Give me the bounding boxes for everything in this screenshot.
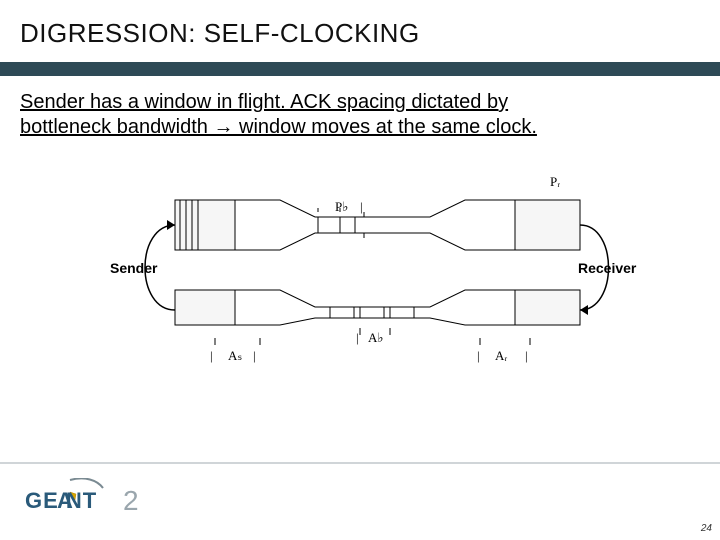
title-rule	[0, 62, 720, 76]
diagram-svg	[120, 170, 620, 400]
bracket-bar-ar2: |	[525, 348, 528, 364]
label-as: Aₛ	[228, 348, 242, 364]
footer-rule	[0, 462, 720, 464]
bracket-bar-ar: |	[477, 348, 480, 364]
body-text: Sender has a window in flight. ACK spaci…	[20, 90, 700, 140]
sender-label: Sender	[110, 260, 157, 276]
label-pb: P♭	[335, 199, 348, 215]
body-line-2: bottleneck bandwidth → window moves at t…	[20, 116, 537, 138]
label-ar: Aᵣ	[495, 348, 507, 364]
receiver-label: Receiver	[578, 260, 636, 276]
logo-svg: GE NT A 2	[25, 478, 175, 520]
bracket-bar-as2: |	[253, 348, 256, 364]
bracket-bar-as: |	[210, 348, 213, 364]
self-clocking-diagram: Sender Receiver Pᵣ P♭ A♭ Aₛ Aᵣ | | | | |…	[120, 170, 620, 400]
bracket-bar-pb: |	[360, 199, 363, 215]
slide: DIGRESSION: SELF-CLOCKING Sender has a w…	[0, 0, 720, 540]
geant-logo: GE NT A 2	[25, 478, 175, 525]
body-line-1: Sender has a window in flight. ACK spaci…	[20, 91, 508, 113]
slide-title: DIGRESSION: SELF-CLOCKING	[20, 18, 420, 49]
page-number: 24	[701, 523, 712, 534]
label-pr: Pᵣ	[550, 174, 560, 190]
logo-num: 2	[123, 485, 139, 516]
label-ab: A♭	[368, 330, 384, 346]
logo-a: A	[57, 488, 73, 513]
bracket-bar-ab: |	[356, 330, 359, 346]
